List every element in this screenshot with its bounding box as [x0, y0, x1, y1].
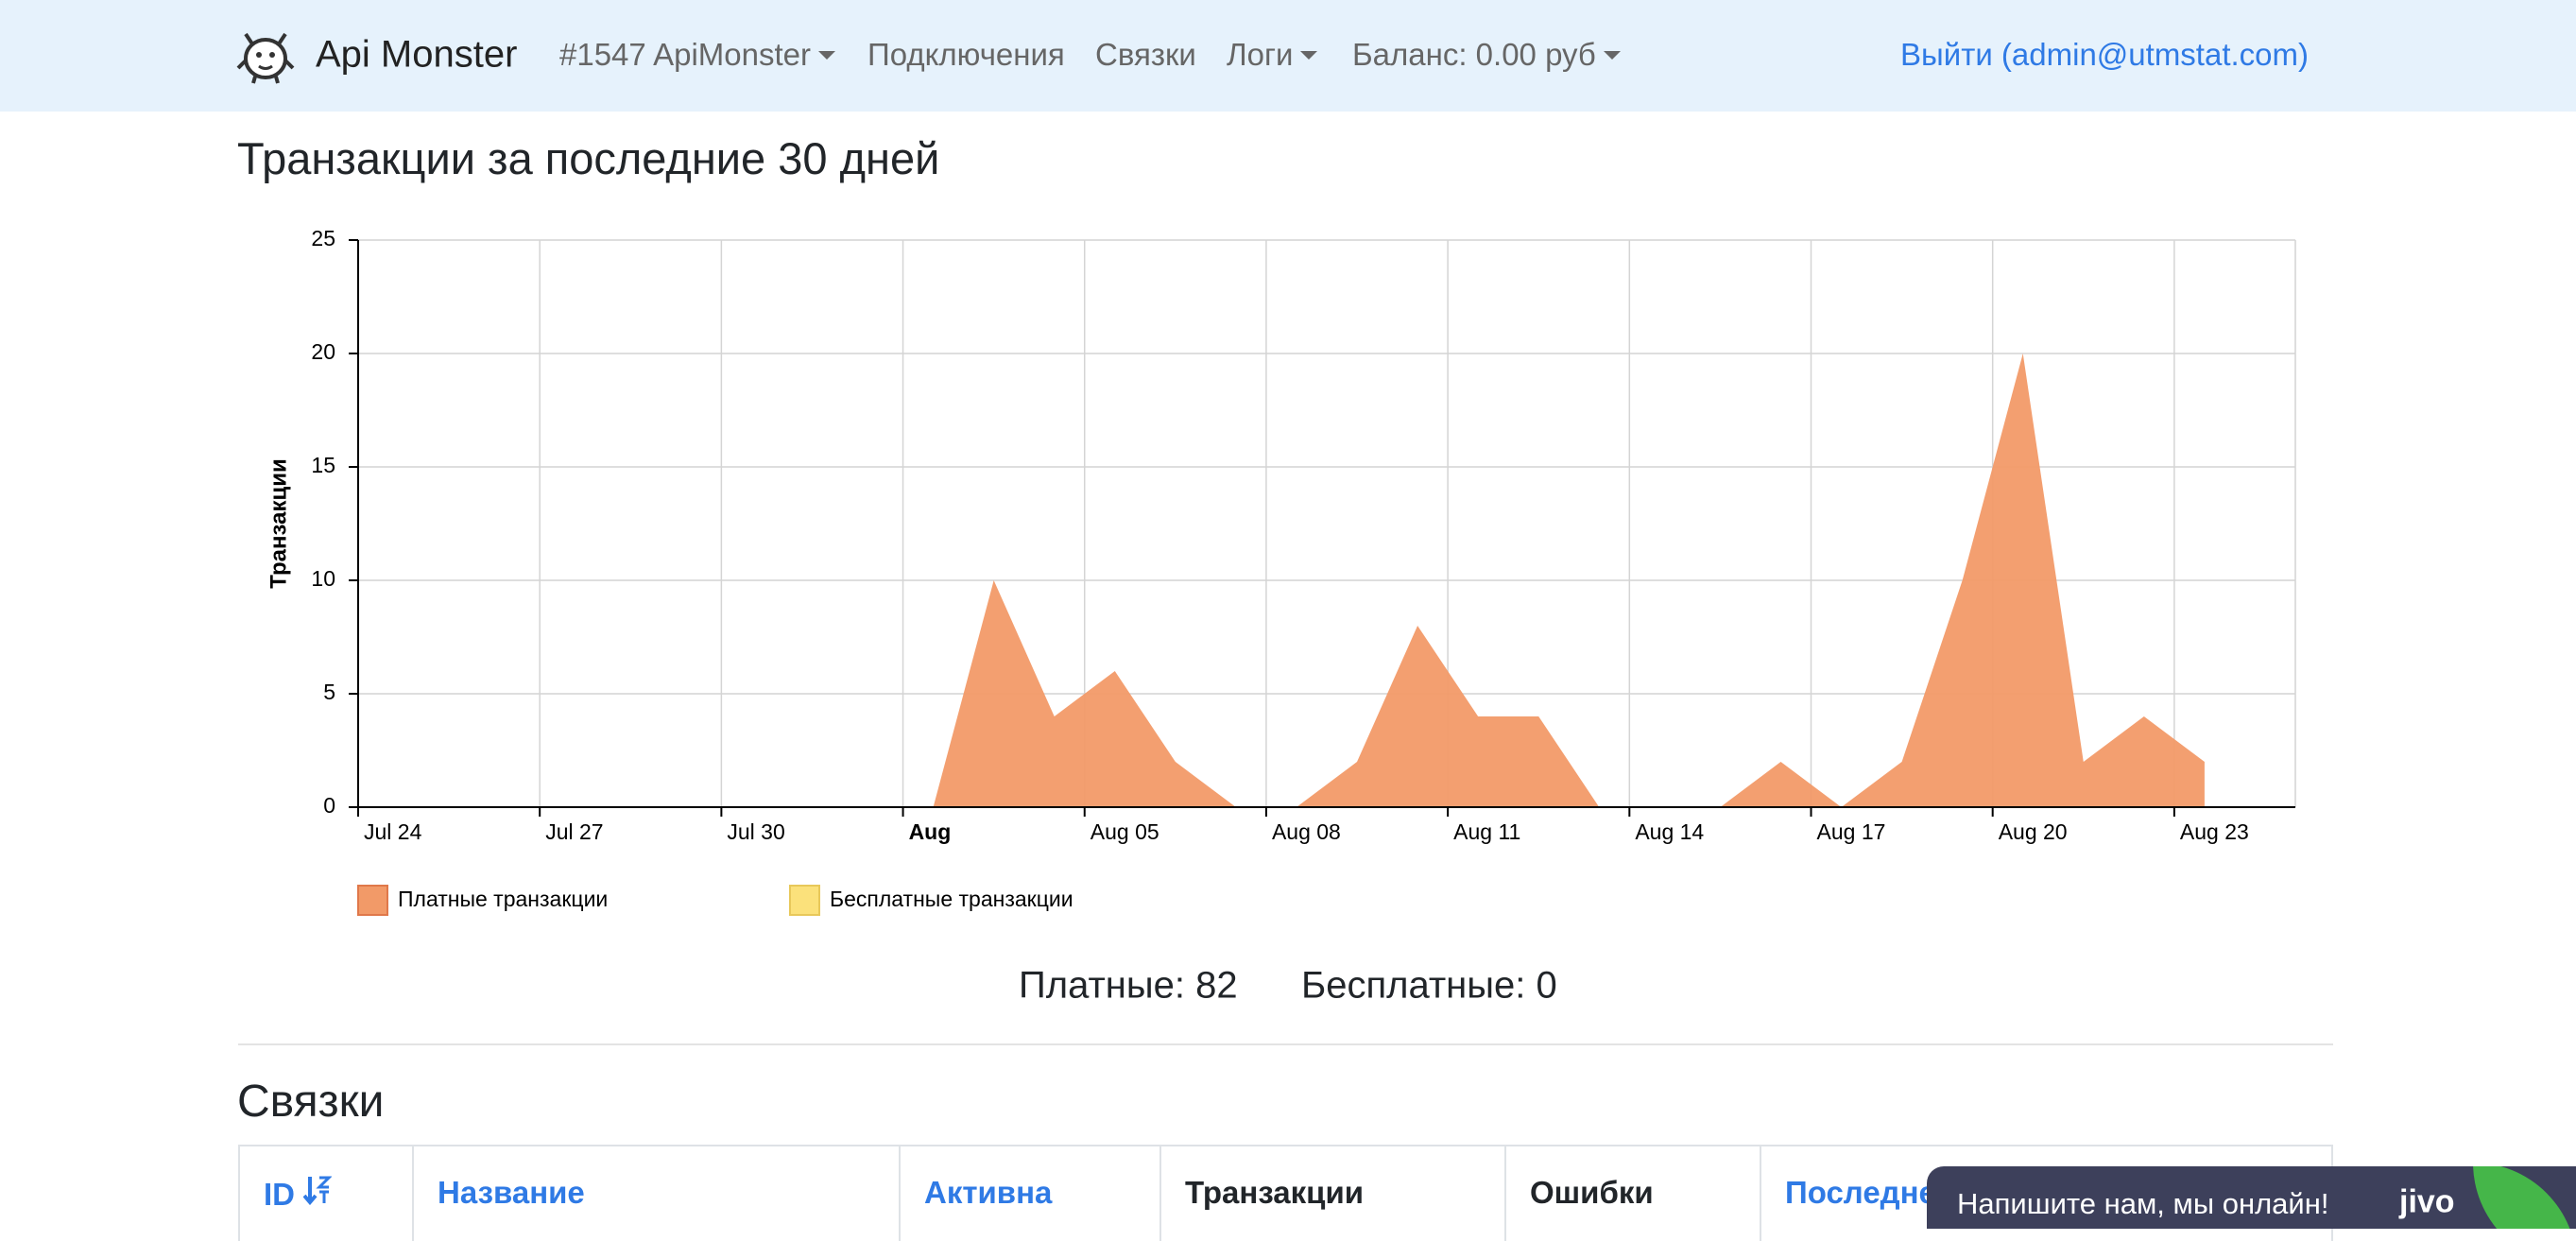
chat-brand: jivo: [2399, 1183, 2455, 1220]
navbar: Api Monster #1547 ApiMonster Подключения…: [0, 0, 2576, 112]
free-count: 0: [1536, 964, 1557, 1007]
nav-dropdown[interactable]: Баланс: 0.00 руб: [1352, 37, 1621, 73]
section-title: Связки: [237, 1077, 385, 1127]
column-header: Ошибки: [1504, 1146, 1760, 1241]
chat-text[interactable]: Напишите нам, мы онлайн!: [1957, 1187, 2329, 1220]
y-tick-label: 15: [311, 453, 335, 477]
x-tick-label: Aug 05: [1091, 819, 1159, 844]
legend-label: Бесплатные транзакции: [830, 887, 1073, 911]
header-text[interactable]: ID: [264, 1177, 295, 1212]
nav-dropdown[interactable]: Логи: [1227, 37, 1317, 73]
x-tick-label: Aug 11: [1453, 819, 1520, 844]
free-summary: Бесплатные: 0: [1301, 965, 1557, 1008]
free-label: Бесплатные:: [1301, 964, 1526, 1007]
column-header: Транзакции: [1159, 1146, 1504, 1241]
chart: 0 5 10 15 20 25 Jul 24 Jul 27 Jul 30 Aug Aug 05 Aug…: [266, 226, 2296, 916]
x-tick-label: Jul 27: [545, 819, 603, 844]
logo: [236, 32, 295, 84]
page-title: Транзакции за последние 30 дней: [237, 133, 940, 183]
x-tick-label: Aug 23: [2180, 819, 2249, 844]
legend-label: Платные транзакции: [398, 887, 608, 911]
x-tick-label: Aug 17: [1817, 819, 1886, 844]
y-tick-label: 10: [311, 566, 335, 591]
y-tick-label: 0: [323, 793, 335, 818]
x-tick-label: Aug 20: [1999, 819, 2068, 844]
table: ID Название Активна Транзакции Ошибки По…: [238, 1145, 2333, 1241]
paid-count: 82: [1195, 964, 1238, 1007]
x-tick-label: Jul 24: [364, 819, 422, 844]
account-menu[interactable]: #1547 ApiMonster: [559, 37, 835, 73]
sort-icon: [302, 1176, 333, 1206]
area: [388, 353, 2205, 807]
y-axis-title: Транзакции: [266, 458, 291, 588]
brand[interactable]: Api Monster: [316, 33, 518, 76]
y-tick-label: 25: [311, 226, 335, 250]
x-tick-label: Aug: [909, 819, 952, 844]
divider: [238, 1043, 2333, 1045]
y-tick-label: 5: [323, 680, 335, 704]
x-tick-label: Aug 14: [1635, 819, 1704, 844]
y-tick-label: 20: [311, 339, 335, 364]
paid-summary: Платные: 82: [1019, 965, 1238, 1008]
column-header[interactable]: Название: [412, 1146, 899, 1241]
legend-swatch: [357, 885, 388, 916]
column-header[interactable]: ID: [238, 1146, 412, 1241]
legend-swatch: [789, 885, 820, 916]
paid-label: Платные:: [1019, 964, 1185, 1007]
chat-widget[interactable]: Напишите нам, мы онлайн! jivo: [1927, 1166, 2576, 1229]
nav-link[interactable]: Связки: [1095, 37, 1196, 72]
column-header[interactable]: Активна: [899, 1146, 1159, 1241]
chat-leaf: [2473, 1166, 2576, 1229]
x-tick-label: Aug 08: [1272, 819, 1341, 844]
logout-link[interactable]: Выйти (admin@utmstat.com): [1900, 37, 2309, 72]
nav-link[interactable]: Подключения: [867, 37, 1065, 72]
x-tick-label: Jul 30: [727, 819, 784, 844]
